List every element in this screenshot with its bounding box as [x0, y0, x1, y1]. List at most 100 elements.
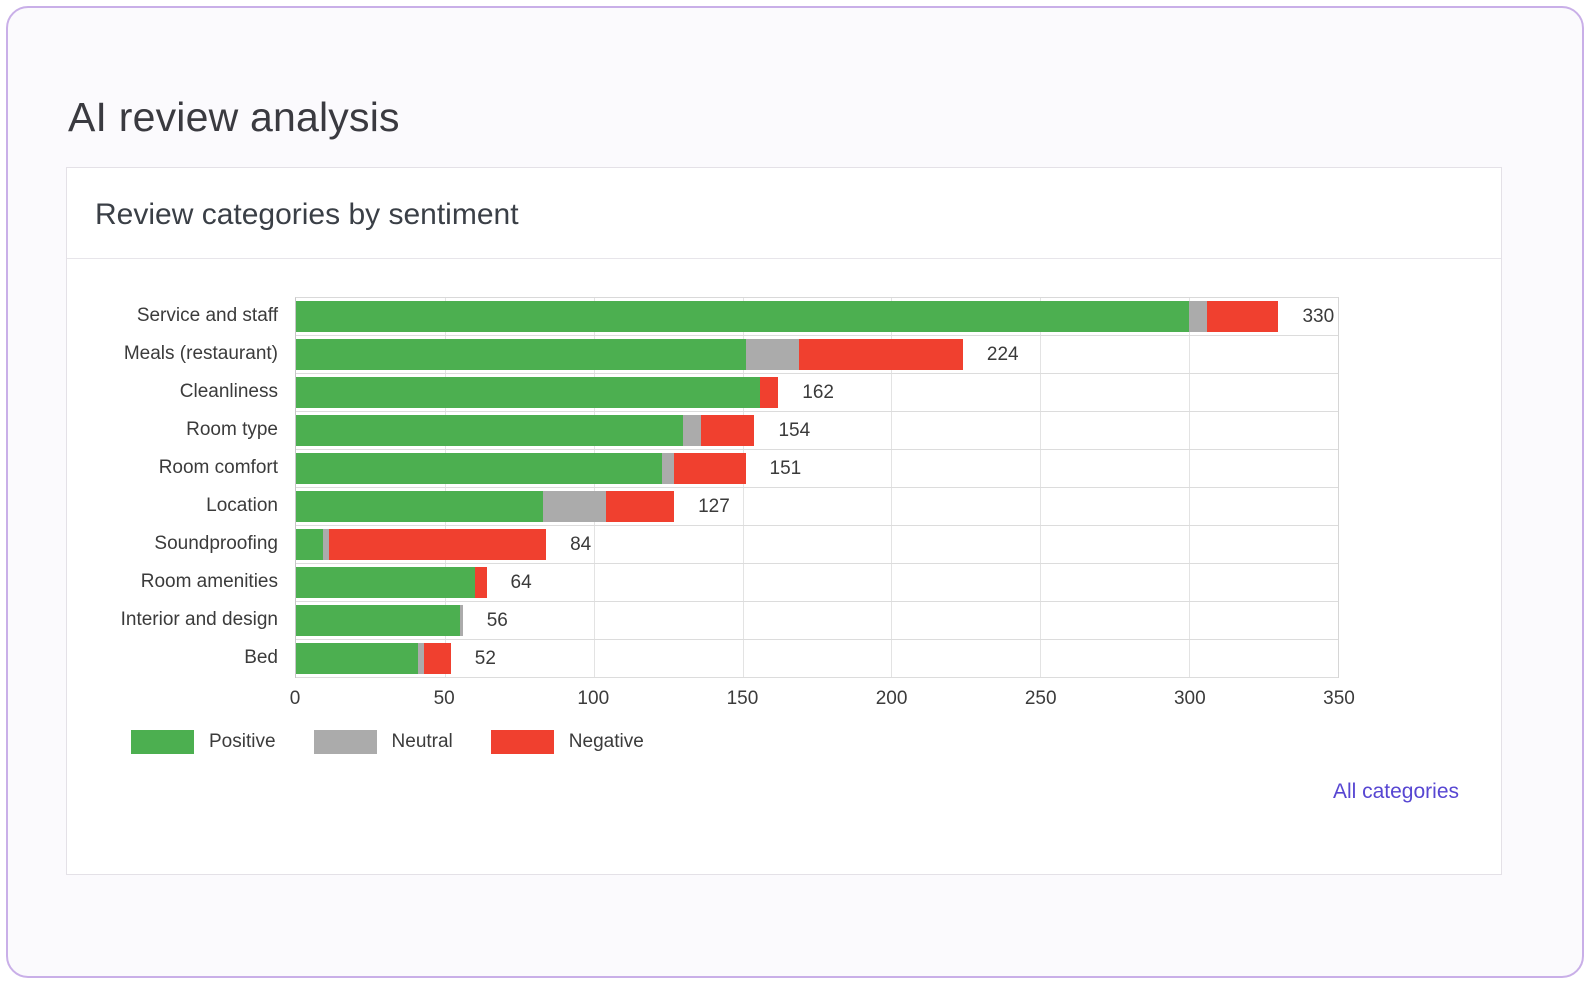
bar-total-label: 224 — [986, 343, 1019, 365]
bar-segment-positive — [296, 643, 419, 674]
bar-total-label: 127 — [698, 495, 730, 517]
category-label: Bed — [244, 647, 278, 668]
chart-row: 52 — [296, 640, 1338, 678]
bar-segment-positive — [296, 567, 475, 598]
bar-total-label: 52 — [474, 647, 496, 669]
bar-total-label: 162 — [802, 381, 834, 403]
all-categories-link[interactable]: All categories — [1332, 780, 1459, 803]
x-tick-label: 200 — [875, 688, 908, 709]
chart-row: 127 — [296, 488, 1338, 526]
chart-row: 151 — [296, 450, 1338, 488]
bar-total-label: 151 — [769, 457, 802, 479]
chart-row: 64 — [296, 564, 1338, 602]
bar-segment-positive — [296, 529, 323, 560]
legend-swatch-positive — [131, 730, 194, 754]
stacked-bar — [296, 643, 451, 674]
x-tick-label: 300 — [1173, 688, 1206, 709]
legend-item-negative: Negative — [490, 730, 644, 754]
category-label: Room type — [186, 419, 278, 440]
bar-segment-positive — [296, 453, 663, 484]
bar-segment-positive — [296, 605, 460, 636]
bar-segment-negative — [700, 415, 755, 446]
bar-segment-negative — [1207, 301, 1279, 332]
bar-segment-negative — [605, 491, 675, 522]
category-label: Soundproofing — [154, 533, 278, 554]
card-title: Review categories by sentiment — [95, 198, 519, 231]
bar-segment-neutral — [322, 529, 329, 560]
legend-item-neutral: Neutral — [313, 730, 453, 754]
chart-row: 154 — [296, 412, 1338, 450]
chart-grid: Service and staff Meals (restaurant) Clean… — [67, 297, 1501, 678]
card-footer: All categories — [67, 780, 1501, 804]
bar-total-label: 154 — [778, 419, 811, 441]
card-header: Review categories by sentiment — [67, 168, 1501, 259]
chart-row: 56 — [296, 602, 1338, 640]
stacked-bar — [296, 453, 746, 484]
chart-row: 330 — [296, 298, 1338, 336]
category-label: Service and staff — [136, 305, 278, 326]
x-axis: 0 50 100 150 200 250 300 350 — [290, 678, 1355, 714]
bar-segment-positive — [296, 339, 746, 370]
plot-area: 330 224 162 154 151 127 84 64 56 52 — [295, 297, 1339, 678]
chart-row: 162 — [296, 374, 1338, 412]
bar-total-label: 64 — [510, 571, 532, 593]
category-label: Location — [206, 495, 278, 516]
bar-segment-neutral — [543, 491, 606, 522]
legend-item-positive: Positive — [131, 730, 276, 754]
x-tick-label: 350 — [1323, 688, 1355, 709]
bar-total-label: 84 — [570, 533, 592, 555]
bar-segment-positive — [296, 491, 544, 522]
bar-segment-negative — [474, 567, 487, 598]
gridline-x-50 — [444, 298, 446, 678]
x-tick-label: 50 — [433, 688, 455, 709]
bar-segment-neutral — [459, 605, 463, 636]
app-frame: AI review analysis Review categories by … — [6, 6, 1584, 978]
stacked-bar — [296, 529, 547, 560]
chart-legend: Positive Neutral Negative — [131, 730, 1501, 754]
bar-segment-negative — [424, 643, 451, 674]
legend-label: Positive — [209, 731, 276, 752]
legend-swatch-negative — [490, 730, 554, 754]
stacked-bar — [296, 339, 963, 370]
legend-label: Neutral — [391, 731, 453, 752]
bar-segment-neutral — [1189, 301, 1207, 332]
legend-label: Negative — [568, 731, 644, 752]
gridline-x-200 — [891, 298, 893, 678]
bar-segment-positive — [296, 301, 1190, 332]
stacked-bar — [296, 605, 463, 636]
bar-segment-neutral — [418, 643, 424, 674]
bar-segment-negative — [328, 529, 547, 560]
gridline-x-100 — [593, 298, 595, 678]
category-labels-column: Service and staff Meals (restaurant) Clean… — [67, 297, 295, 678]
legend-swatch-neutral — [313, 730, 377, 754]
category-label: Room comfort — [158, 457, 278, 478]
category-label: Room amenities — [140, 571, 278, 592]
stacked-bar — [296, 567, 487, 598]
bar-total-label: 330 — [1302, 305, 1335, 327]
stacked-bar — [296, 415, 755, 446]
bar-total-label: 56 — [486, 609, 508, 631]
chart-row: 224 — [296, 336, 1338, 374]
category-label: Interior and design — [120, 609, 278, 630]
stacked-bar — [296, 491, 675, 522]
bar-segment-positive — [296, 377, 761, 408]
x-tick-label: 0 — [289, 688, 301, 709]
category-label: Meals (restaurant) — [123, 343, 278, 364]
bar-segment-neutral — [683, 415, 701, 446]
x-tick-label: 150 — [726, 688, 759, 709]
page-title: AI review analysis — [68, 94, 400, 140]
chart-row: 84 — [296, 526, 1338, 564]
x-tick-label: 100 — [577, 688, 610, 709]
x-tick-label: 250 — [1024, 688, 1057, 709]
bar-segment-negative — [674, 453, 746, 484]
bar-segment-neutral — [662, 453, 675, 484]
category-label: Cleanliness — [179, 381, 278, 402]
bar-segment-negative — [760, 377, 779, 408]
gridline-x-300 — [1189, 298, 1191, 678]
sentiment-chart: Service and staff Meals (restaurant) Clean… — [67, 259, 1501, 754]
gridline-x-150 — [742, 298, 744, 678]
stacked-bar — [296, 301, 1279, 332]
bar-segment-positive — [296, 415, 684, 446]
gridline-x-250 — [1040, 298, 1042, 678]
stacked-bar — [296, 377, 779, 408]
